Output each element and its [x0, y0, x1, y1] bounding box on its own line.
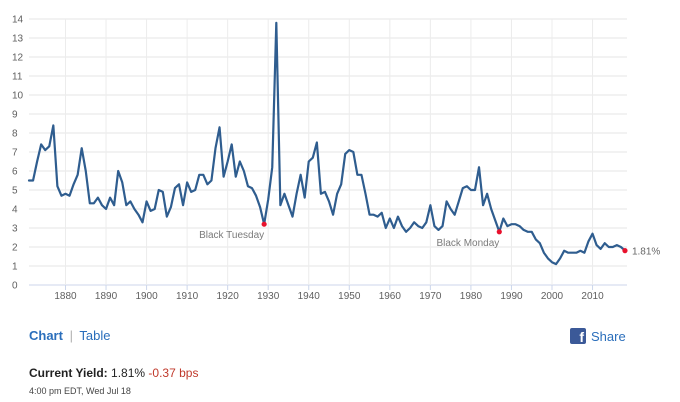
end-marker [622, 248, 628, 254]
current-yield: Current Yield: 1.81% -0.37 bps [29, 366, 198, 380]
x-tick-label: 1880 [54, 291, 77, 300]
y-tick-label: 4 [12, 205, 18, 216]
x-tick-label: 1910 [176, 291, 199, 300]
x-tick-label: 1960 [379, 291, 402, 300]
y-tick-label: 0 [12, 281, 18, 292]
x-tick-label: 1920 [217, 291, 240, 300]
end-value-label: 1.81% [632, 247, 660, 258]
x-tick-label: 2000 [541, 291, 564, 300]
x-tick-label: 1950 [338, 291, 361, 300]
y-tick-label: 12 [12, 53, 24, 64]
chart-series [27, 21, 627, 266]
current-yield-label: Current Yield: [29, 366, 108, 380]
y-tick-label: 6 [12, 167, 18, 178]
current-yield-change: -0.37 bps [148, 366, 199, 380]
facebook-icon: f [570, 328, 586, 344]
y-tick-label: 3 [12, 224, 18, 235]
y-tick-label: 14 [12, 15, 24, 26]
y-tick-label: 9 [12, 110, 18, 121]
x-tick-label: 1930 [257, 291, 280, 300]
y-tick-label: 10 [12, 91, 24, 102]
share-button[interactable]: f Share [570, 328, 626, 344]
y-tick-label: 7 [12, 148, 18, 159]
share-label: Share [591, 328, 626, 344]
y-tick-label: 11 [12, 72, 23, 83]
view-tabs: Chart | Table [29, 328, 110, 343]
timestamp: 4:00 pm EDT, Wed Jul 18 [29, 386, 131, 396]
current-yield-value: 1.81% [111, 366, 146, 380]
x-tick-label: 1980 [460, 291, 483, 300]
chart-annotations: Black Tuesday Black Monday 1.81% [199, 221, 660, 258]
x-tick-label: 2010 [581, 291, 604, 300]
x-tick-label: 1970 [419, 291, 442, 300]
x-tick-label: 1890 [95, 291, 118, 300]
tab-table[interactable]: Table [79, 328, 111, 343]
x-tick-label: 1990 [500, 291, 523, 300]
tab-chart[interactable]: Chart [29, 328, 63, 343]
chart-grid [29, 18, 627, 290]
annotation-label: Black Monday [436, 238, 499, 249]
y-tick-label: 5 [12, 186, 18, 197]
annotation-marker [496, 229, 502, 235]
y-tick-label: 1 [12, 262, 18, 273]
series-line [27, 21, 627, 266]
x-tick-label: 1940 [298, 291, 321, 300]
x-tick-label: 1900 [135, 291, 158, 300]
y-tick-label: 2 [12, 243, 18, 254]
annotation-label: Black Tuesday [199, 230, 264, 241]
y-tick-label: 8 [12, 129, 18, 140]
y-tick-label: 13 [12, 34, 24, 45]
tab-separator: | [69, 328, 73, 343]
annotation-marker [261, 221, 267, 227]
